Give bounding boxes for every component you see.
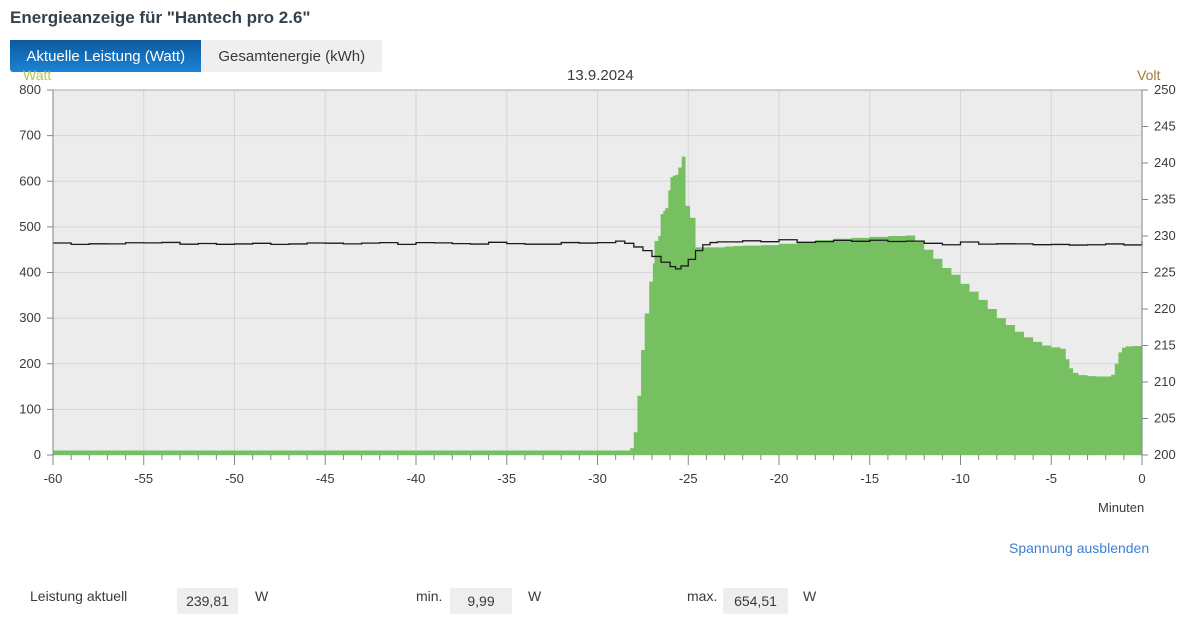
svg-text:205: 205 [1154,411,1176,426]
svg-text:300: 300 [19,310,41,325]
svg-text:800: 800 [19,82,41,97]
svg-text:240: 240 [1154,155,1176,170]
svg-text:200: 200 [19,356,41,371]
svg-text:-50: -50 [225,471,244,486]
svg-text:-30: -30 [588,471,607,486]
svg-text:235: 235 [1154,192,1176,207]
svg-text:-40: -40 [407,471,426,486]
svg-text:215: 215 [1154,338,1176,353]
svg-text:400: 400 [19,265,41,280]
svg-text:100: 100 [19,401,41,416]
svg-text:500: 500 [19,219,41,234]
svg-text:225: 225 [1154,265,1176,280]
svg-text:0: 0 [34,447,41,462]
svg-text:245: 245 [1154,119,1176,134]
svg-text:250: 250 [1154,82,1176,97]
svg-text:-60: -60 [44,471,63,486]
svg-text:-15: -15 [860,471,879,486]
svg-text:200: 200 [1154,447,1176,462]
svg-text:700: 700 [19,128,41,143]
svg-text:-10: -10 [951,471,970,486]
svg-text:0: 0 [1138,471,1145,486]
svg-text:-25: -25 [679,471,698,486]
svg-text:230: 230 [1154,228,1176,243]
svg-text:-45: -45 [316,471,335,486]
svg-text:220: 220 [1154,301,1176,316]
svg-text:600: 600 [19,173,41,188]
svg-text:-20: -20 [770,471,789,486]
svg-text:210: 210 [1154,374,1176,389]
svg-text:-5: -5 [1045,471,1057,486]
svg-text:-55: -55 [134,471,153,486]
svg-text:-35: -35 [497,471,516,486]
